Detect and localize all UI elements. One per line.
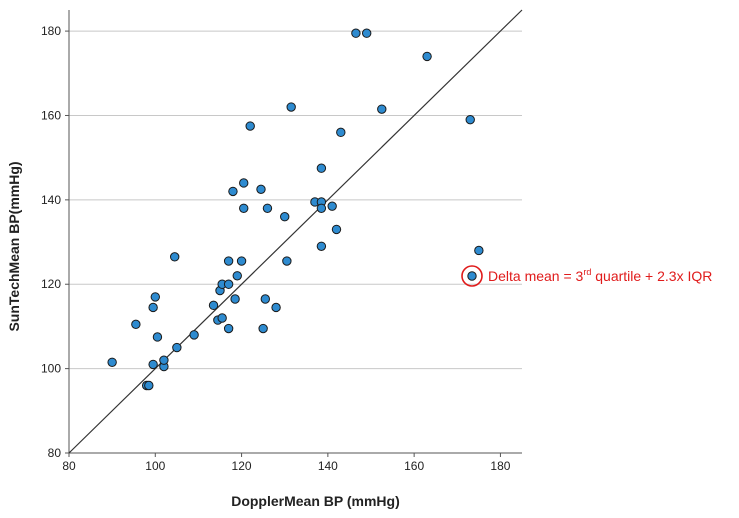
x-tick-label-100: 100 bbox=[145, 459, 165, 473]
data-point bbox=[282, 256, 292, 266]
data-point bbox=[422, 51, 432, 62]
x-tick-label-120: 120 bbox=[232, 459, 252, 473]
annotation-text-main: Delta mean = 3 bbox=[488, 268, 584, 284]
data-point bbox=[256, 184, 266, 195]
x-tick-label-160: 160 bbox=[404, 459, 424, 473]
data-point bbox=[223, 279, 234, 289]
data-point bbox=[286, 102, 296, 112]
y-tick-label-120: 120 bbox=[41, 277, 61, 291]
x-tick-label-80: 80 bbox=[62, 459, 76, 473]
data-points bbox=[107, 28, 484, 391]
data-point bbox=[228, 186, 238, 197]
data-point bbox=[258, 323, 268, 334]
data-point bbox=[316, 241, 327, 251]
data-point bbox=[331, 224, 342, 235]
y-tick-label-80: 80 bbox=[48, 446, 62, 460]
grid-lines bbox=[69, 30, 522, 370]
annotation-text-superscript: rd bbox=[583, 267, 591, 277]
x-tick-label-180: 180 bbox=[490, 459, 510, 473]
y-axis-title: SunTechMean BP(mmHg) bbox=[6, 161, 22, 331]
data-point bbox=[465, 114, 475, 125]
data-point bbox=[208, 300, 219, 311]
x-axis-title: DopplerMean BP (mmHg) bbox=[231, 493, 400, 509]
data-point bbox=[260, 294, 270, 304]
data-point bbox=[152, 332, 163, 342]
data-point bbox=[223, 323, 234, 334]
data-point bbox=[148, 359, 158, 370]
data-point bbox=[316, 163, 327, 173]
data-point bbox=[262, 203, 273, 213]
data-point bbox=[144, 380, 154, 391]
annotation: Delta mean = 3rd quartile + 2.3x IQR bbox=[461, 265, 712, 287]
data-point bbox=[232, 271, 242, 281]
data-point bbox=[189, 330, 199, 340]
data-point bbox=[361, 28, 372, 38]
data-point bbox=[245, 121, 255, 131]
data-point bbox=[351, 28, 361, 38]
data-point bbox=[327, 201, 337, 211]
x-tick-label-140: 140 bbox=[318, 459, 338, 473]
y-tick-label-140: 140 bbox=[41, 193, 61, 207]
data-point bbox=[271, 302, 281, 313]
y-tick-label-100: 100 bbox=[41, 362, 61, 376]
annotation-point bbox=[467, 271, 477, 281]
tick-labels: 80 100 120 140 160 180 80 100 120 140 160 180 bbox=[41, 24, 511, 473]
y-tick-label-160: 160 bbox=[41, 108, 61, 122]
data-point bbox=[217, 313, 227, 323]
annotation-label: Delta mean = 3rd quartile + 2.3x IQR bbox=[488, 267, 712, 284]
identity-line bbox=[68, 9, 523, 454]
data-point bbox=[230, 294, 240, 304]
annotation-text-rest: quartile + 2.3x IQR bbox=[591, 268, 712, 284]
data-point bbox=[316, 203, 327, 213]
data-point bbox=[336, 127, 346, 138]
data-point bbox=[223, 256, 234, 266]
data-point bbox=[150, 292, 160, 302]
axes bbox=[68, 10, 522, 454]
annotation-highlight-ring bbox=[461, 265, 483, 287]
data-point bbox=[239, 178, 249, 188]
data-point bbox=[172, 342, 182, 353]
data-point bbox=[377, 104, 387, 114]
data-point bbox=[159, 355, 169, 365]
data-point bbox=[474, 245, 484, 256]
data-point bbox=[131, 319, 141, 330]
data-point bbox=[107, 357, 117, 367]
data-point bbox=[239, 203, 249, 213]
y-tick-label-180: 180 bbox=[41, 24, 61, 38]
data-point bbox=[236, 256, 247, 266]
data-point bbox=[148, 302, 158, 313]
data-point bbox=[170, 252, 180, 262]
data-point bbox=[280, 212, 290, 222]
